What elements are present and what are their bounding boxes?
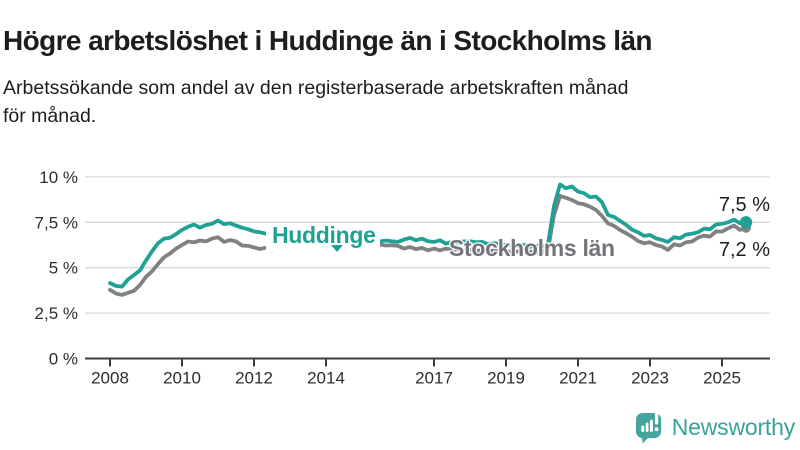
x-axis-tick-label: 2019	[487, 369, 525, 388]
end-value-label-huddinge: 7,5 %	[719, 194, 770, 216]
x-axis-tick-label: 2025	[703, 369, 741, 388]
x-axis-tick-label: 2017	[415, 369, 453, 388]
end-dot-huddinge	[739, 216, 753, 229]
series-label-huddinge: Huddinge	[272, 222, 376, 248]
chart-area: 0 % 2,5 % 5 % 7,5 % 10 % 2008 2010 2012 2014 2017…	[0, 150, 800, 412]
x-axis-tick-label: 2012	[235, 369, 273, 388]
series-label-stockholms-lan: Stockholms län	[449, 235, 615, 261]
chart-subtitle-line1: Arbetssökande som andel av den registerb…	[3, 77, 629, 99]
x-axis-tick-label: 2014	[307, 369, 345, 388]
y-axis-tick-label: 5 %	[49, 259, 78, 278]
series-marker-triangle	[331, 245, 343, 252]
unemployment-line-chart: 0 % 2,5 % 5 % 7,5 % 10 % 2008 2010 2012 2014 2017…	[35, 168, 771, 388]
label-mask	[266, 225, 380, 252]
x-axis-tick-label: 2010	[163, 369, 201, 388]
newsworthy-icon	[635, 411, 661, 444]
chart-subtitle-line2: för månad.	[3, 105, 97, 127]
chart-title: Högre arbetslöshet i Huddinge än i Stock…	[3, 24, 653, 56]
y-axis-tick-label: 0 %	[49, 350, 78, 369]
y-axis-tick-label: 7,5 %	[35, 213, 78, 232]
newsworthy-wordmark: Newsworthy	[671, 413, 795, 440]
newsworthy-logo[interactable]: Newsworthy	[634, 409, 795, 445]
y-axis-tick-label: 2,5 %	[35, 304, 78, 323]
x-axis-tick-label: 2021	[559, 369, 597, 388]
end-value-label-stockholms-lan: 7,2 %	[719, 239, 770, 261]
series-line-huddinge	[108, 182, 748, 289]
x-axis-tick-label: 2008	[91, 369, 129, 388]
series-line-stockholms-lan	[108, 194, 748, 297]
y-axis-tick-label: 10 %	[39, 168, 78, 187]
x-axis-tick-label: 2023	[631, 369, 669, 388]
chart-subtitle: Arbetssökande som andel av den registerb…	[3, 74, 763, 130]
